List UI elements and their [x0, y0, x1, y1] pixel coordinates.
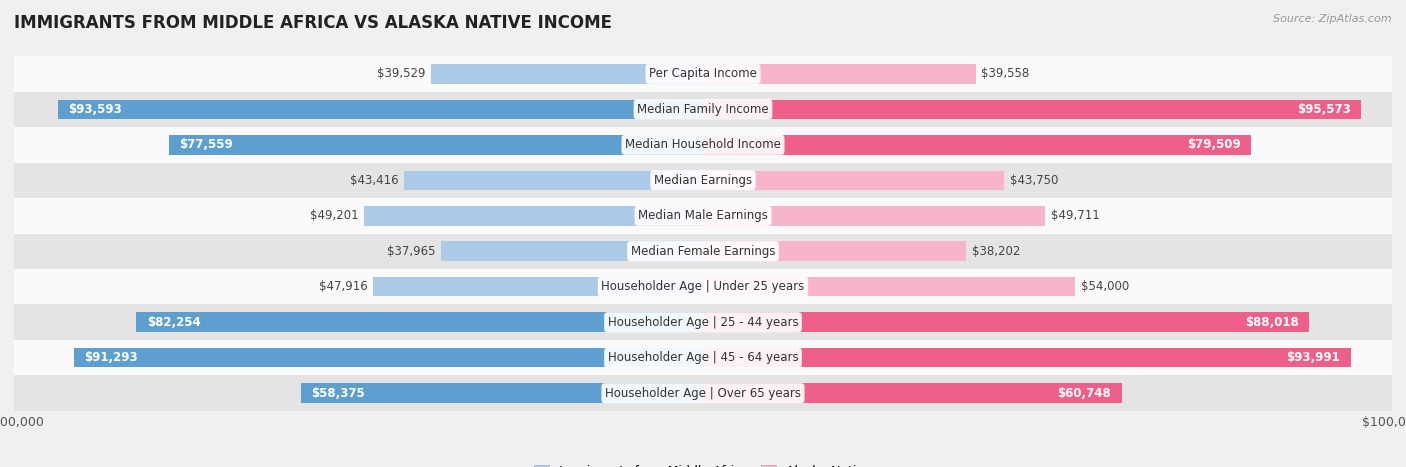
Text: $38,202: $38,202: [972, 245, 1021, 258]
Bar: [58, 99, 703, 119]
Bar: [75, 348, 703, 368]
Bar: [14, 92, 1392, 127]
Bar: [14, 56, 1392, 92]
Bar: [703, 206, 1046, 226]
Bar: [441, 241, 703, 261]
Legend: Immigrants from Middle Africa, Alaska Native: Immigrants from Middle Africa, Alaska Na…: [529, 460, 877, 467]
Bar: [373, 277, 703, 297]
Bar: [703, 348, 1351, 368]
Bar: [703, 99, 1361, 119]
Bar: [301, 383, 703, 403]
Text: $93,991: $93,991: [1286, 351, 1340, 364]
Bar: [169, 135, 703, 155]
Text: $43,750: $43,750: [1010, 174, 1059, 187]
Text: Householder Age | 45 - 64 years: Householder Age | 45 - 64 years: [607, 351, 799, 364]
Bar: [703, 170, 1004, 190]
Text: Median Earnings: Median Earnings: [654, 174, 752, 187]
Text: Householder Age | Over 65 years: Householder Age | Over 65 years: [605, 387, 801, 400]
Text: $77,559: $77,559: [179, 138, 233, 151]
Text: $58,375: $58,375: [311, 387, 366, 400]
Text: Householder Age | Under 25 years: Householder Age | Under 25 years: [602, 280, 804, 293]
Text: $47,916: $47,916: [319, 280, 367, 293]
Bar: [703, 241, 966, 261]
Bar: [14, 304, 1392, 340]
Text: $95,573: $95,573: [1298, 103, 1351, 116]
Text: Source: ZipAtlas.com: Source: ZipAtlas.com: [1274, 14, 1392, 24]
Text: Median Female Earnings: Median Female Earnings: [631, 245, 775, 258]
Bar: [14, 163, 1392, 198]
Bar: [703, 135, 1251, 155]
Text: Median Household Income: Median Household Income: [626, 138, 780, 151]
Text: Per Capita Income: Per Capita Income: [650, 67, 756, 80]
Text: Median Male Earnings: Median Male Earnings: [638, 209, 768, 222]
Text: $88,018: $88,018: [1246, 316, 1299, 329]
Text: $91,293: $91,293: [84, 351, 138, 364]
Bar: [14, 127, 1392, 163]
Text: Householder Age | 25 - 44 years: Householder Age | 25 - 44 years: [607, 316, 799, 329]
Bar: [364, 206, 703, 226]
Bar: [703, 277, 1076, 297]
Text: $43,416: $43,416: [350, 174, 398, 187]
Bar: [14, 375, 1392, 411]
Bar: [14, 269, 1392, 304]
Bar: [703, 312, 1309, 332]
Bar: [430, 64, 703, 84]
Text: $60,748: $60,748: [1057, 387, 1111, 400]
Text: $37,965: $37,965: [388, 245, 436, 258]
Text: $82,254: $82,254: [146, 316, 201, 329]
Text: $54,000: $54,000: [1081, 280, 1129, 293]
Text: $39,529: $39,529: [377, 67, 425, 80]
Bar: [703, 64, 976, 84]
Bar: [703, 383, 1122, 403]
Text: $79,509: $79,509: [1187, 138, 1240, 151]
Text: $93,593: $93,593: [69, 103, 122, 116]
Bar: [136, 312, 703, 332]
Text: $49,711: $49,711: [1052, 209, 1099, 222]
Bar: [14, 234, 1392, 269]
Text: $49,201: $49,201: [309, 209, 359, 222]
Bar: [14, 340, 1392, 375]
Bar: [14, 198, 1392, 234]
Text: $39,558: $39,558: [981, 67, 1029, 80]
Text: Median Family Income: Median Family Income: [637, 103, 769, 116]
Text: IMMIGRANTS FROM MIDDLE AFRICA VS ALASKA NATIVE INCOME: IMMIGRANTS FROM MIDDLE AFRICA VS ALASKA …: [14, 14, 612, 32]
Bar: [404, 170, 703, 190]
